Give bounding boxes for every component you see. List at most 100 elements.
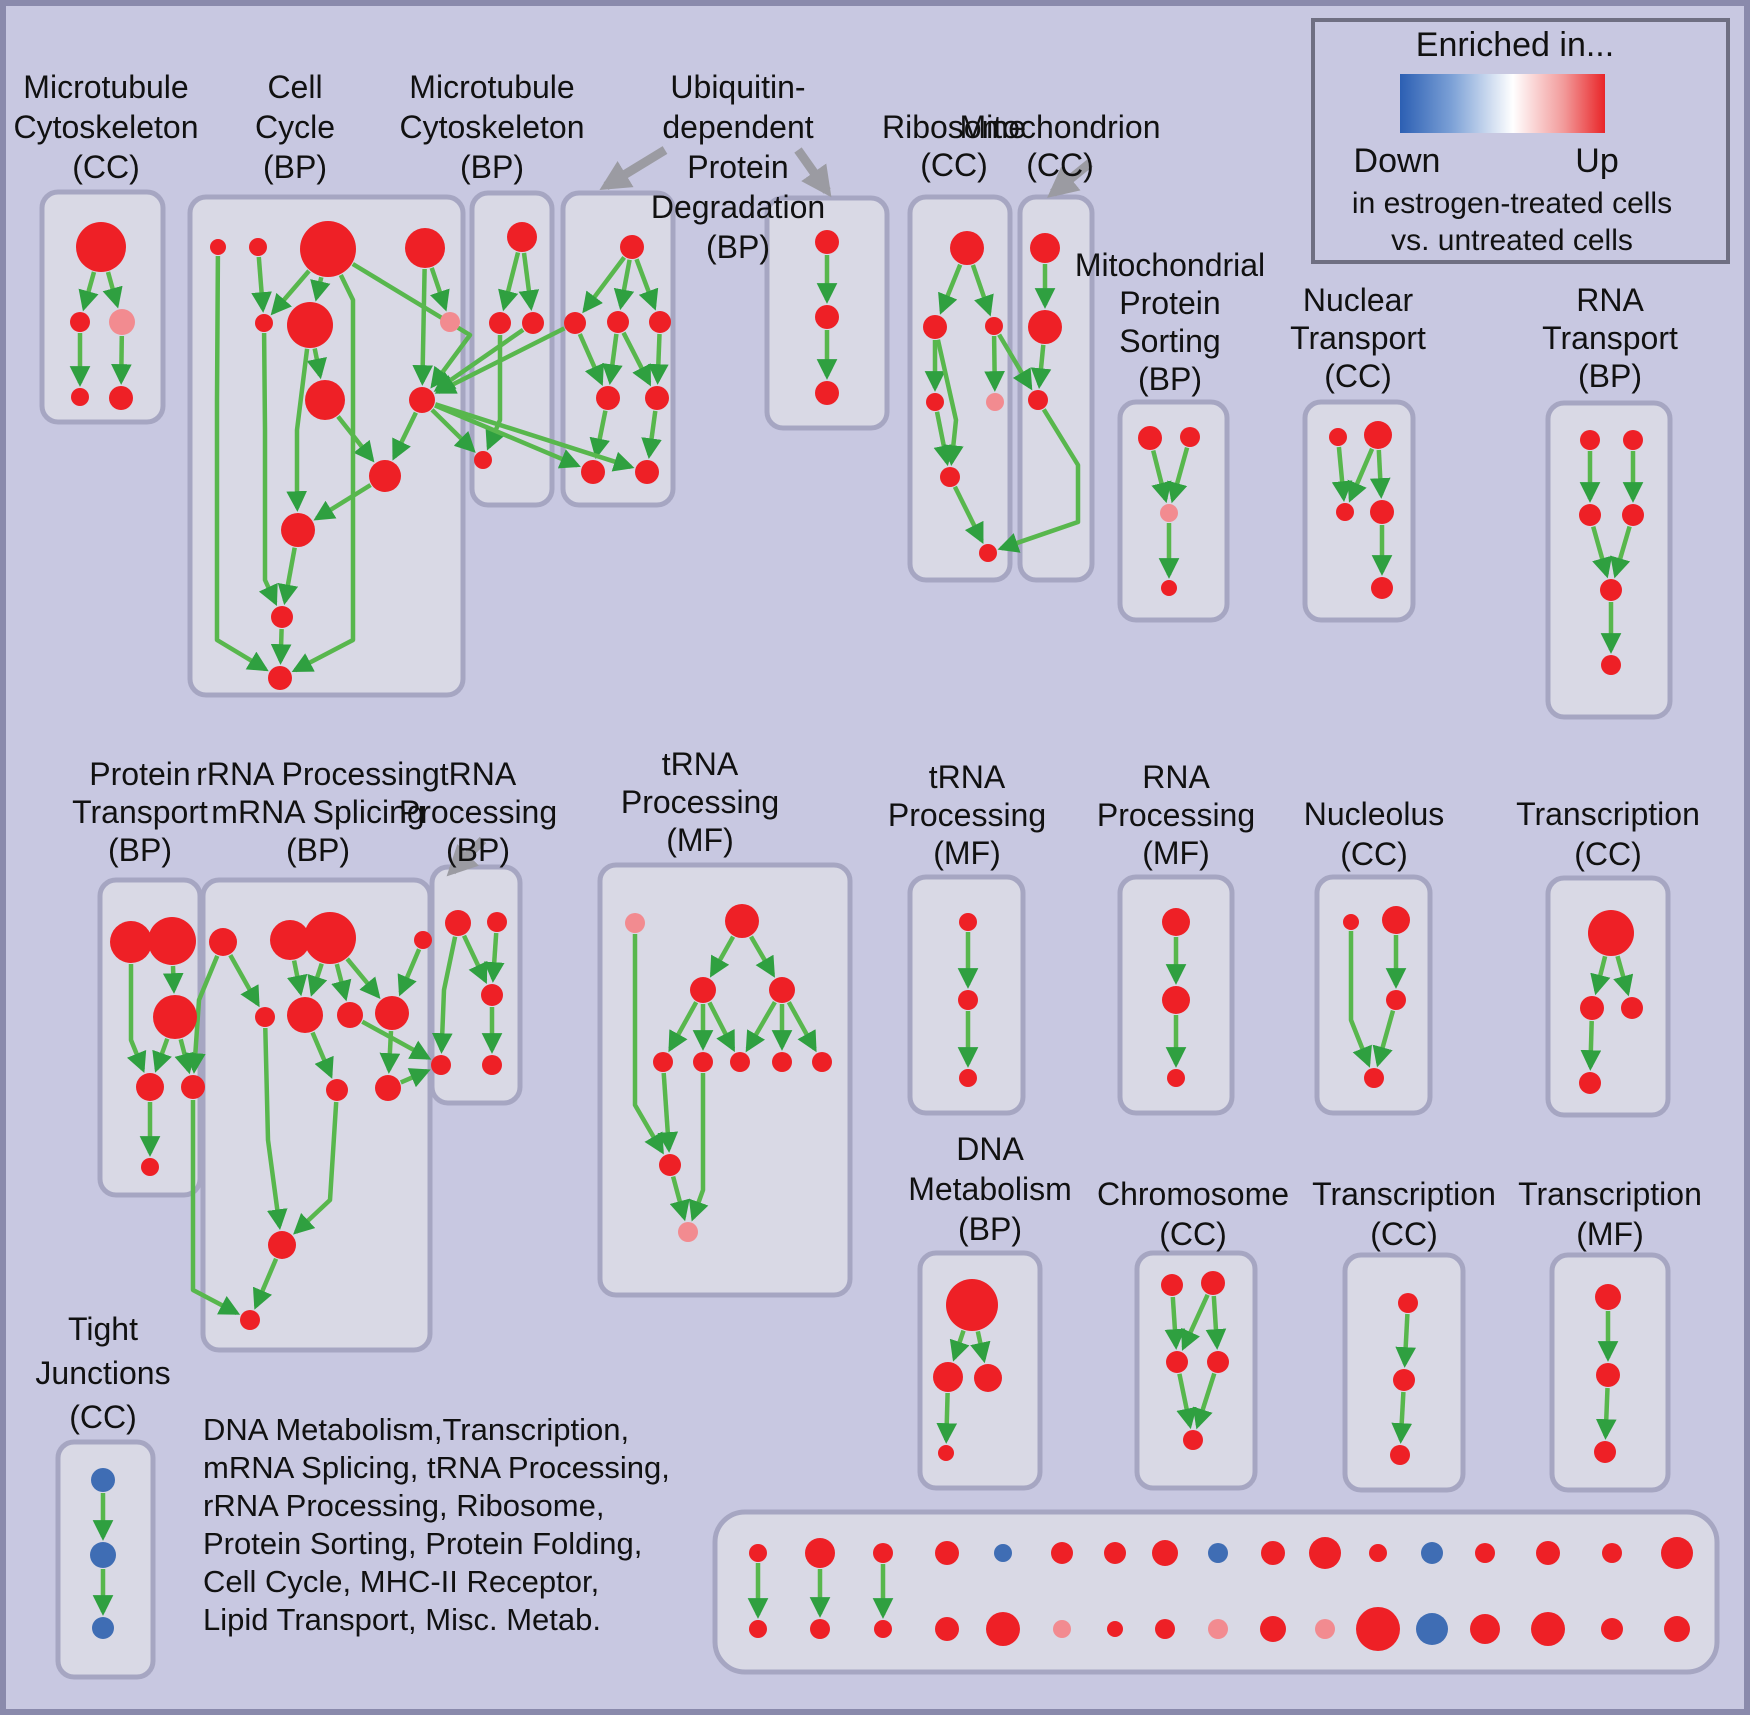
go-term-node: [1600, 579, 1622, 601]
go-term-node: [805, 1538, 835, 1568]
edge: [984, 335, 1005, 392]
edge: [331, 963, 352, 1002]
edge: [185, 955, 220, 1074]
go-term-node: [489, 312, 511, 334]
go-term-node: [90, 1542, 116, 1568]
edge: [1590, 955, 1611, 996]
go-term-node: [1475, 1543, 1495, 1563]
go-term-node: [873, 1543, 893, 1563]
go-term-node: [620, 235, 644, 259]
edge: [1176, 1373, 1197, 1430]
group-label-transcription-cc-row3: Transcription (CC): [1312, 1176, 1496, 1252]
go-term-node: [959, 913, 977, 931]
edge: [190, 1100, 241, 1315]
go-term-node: [326, 1079, 348, 1101]
go-term-node: [153, 995, 197, 1039]
go-term-node: [1370, 500, 1394, 524]
edge: [1595, 1387, 1617, 1440]
group-label-dna-metabolism-bp: DNA Metabolism (BP): [908, 1131, 1072, 1247]
edge: [688, 1073, 709, 1222]
edge: [936, 1392, 958, 1444]
edge: [111, 335, 132, 385]
go-term-node: [1260, 1616, 1286, 1642]
go-term-node: [1470, 1614, 1500, 1644]
legend-up-label: Up: [1575, 142, 1618, 180]
go-term-node: [1602, 1543, 1622, 1563]
group-label-transcription-mf: Transcription (MF): [1518, 1176, 1702, 1252]
edge: [938, 263, 963, 315]
go-term-node: [653, 1052, 673, 1072]
edge: [399, 1068, 431, 1088]
go-term-node: [1107, 1621, 1123, 1637]
edge: [152, 1037, 172, 1073]
group-label-microtubule-cytoskeleton-bp: Microtubule Cytoskeleton (BP): [400, 69, 585, 185]
go-term-node: [210, 239, 226, 255]
go-term-node: [181, 1075, 205, 1099]
go-term-node: [1580, 430, 1600, 450]
go-term-node: [1364, 1068, 1384, 1088]
go-term-node: [209, 928, 237, 956]
edge: [1164, 1296, 1186, 1350]
go-term-node: [91, 1468, 115, 1492]
go-term-node: [933, 1362, 963, 1392]
legend-subtitle-line2: vs. untreated cells: [1391, 224, 1633, 257]
edge: [641, 410, 662, 460]
group-box-microtubule-cytoskeleton-cc: [39, 189, 166, 425]
go-term-node: [1162, 986, 1190, 1014]
go-term-node: [596, 386, 620, 410]
go-term-node: [730, 1052, 750, 1072]
edge: [1205, 1295, 1227, 1350]
go-term-node: [1664, 1616, 1690, 1642]
legend-title: Enriched in...: [1416, 26, 1614, 64]
go-term-node: [1028, 310, 1062, 344]
edge: [1391, 1391, 1413, 1444]
edge: [431, 936, 458, 1054]
edge: [277, 547, 299, 606]
go-term-node: [635, 460, 659, 484]
group-label-rna-processing-mf: RNA Processing (MF): [1097, 759, 1255, 871]
edge: [293, 1101, 339, 1235]
edge: [582, 256, 626, 314]
go-term-node: [136, 1073, 164, 1101]
go-term-node: [76, 222, 126, 272]
group-box-microtubule-cytoskeleton-bp: [469, 190, 555, 508]
edge: [602, 333, 623, 385]
go-term-node: [958, 990, 978, 1010]
edge: [270, 628, 292, 665]
gray-annotation-arrow: [1047, 159, 1093, 198]
go-term-node: [369, 460, 401, 492]
go-term-node: [414, 931, 432, 949]
go-term-node: [1201, 1271, 1225, 1295]
go-term-node: [375, 1075, 401, 1101]
misc-text-line: Lipid Transport, Misc. Metab.: [203, 1602, 601, 1637]
edge: [1331, 446, 1353, 502]
go-term-node: [1596, 1363, 1620, 1387]
edge: [518, 252, 540, 311]
go-term-node: [1155, 1619, 1175, 1639]
edge: [589, 410, 610, 460]
go-term-node: [482, 1055, 502, 1075]
go-term-node: [507, 222, 537, 252]
go-term-node: [1416, 1613, 1448, 1645]
go-term-node: [1160, 504, 1178, 522]
edge: [1369, 449, 1391, 499]
go-term-node: [1621, 997, 1643, 1019]
group-label-rrna-processing-mrna-splicing-bp: rRNA Processing mRNA Splicing (BP): [196, 756, 440, 868]
go-term-node: [71, 388, 89, 406]
go-term-node: [1343, 914, 1359, 930]
go-term-node: [564, 312, 586, 334]
go-term-node: [938, 1445, 954, 1461]
edge: [310, 1031, 334, 1079]
go-term-node: [1364, 421, 1392, 449]
edge: [345, 957, 381, 999]
edge: [1395, 1313, 1417, 1368]
go-term-node: [926, 393, 944, 411]
go-term-node: [749, 1544, 767, 1562]
edge: [214, 255, 269, 672]
go-term-node: [304, 912, 356, 964]
go-term-node: [940, 467, 960, 487]
gray-annotation-arrow: [599, 146, 668, 190]
legend-subtitle-line1: in estrogen-treated cells: [1352, 187, 1672, 220]
